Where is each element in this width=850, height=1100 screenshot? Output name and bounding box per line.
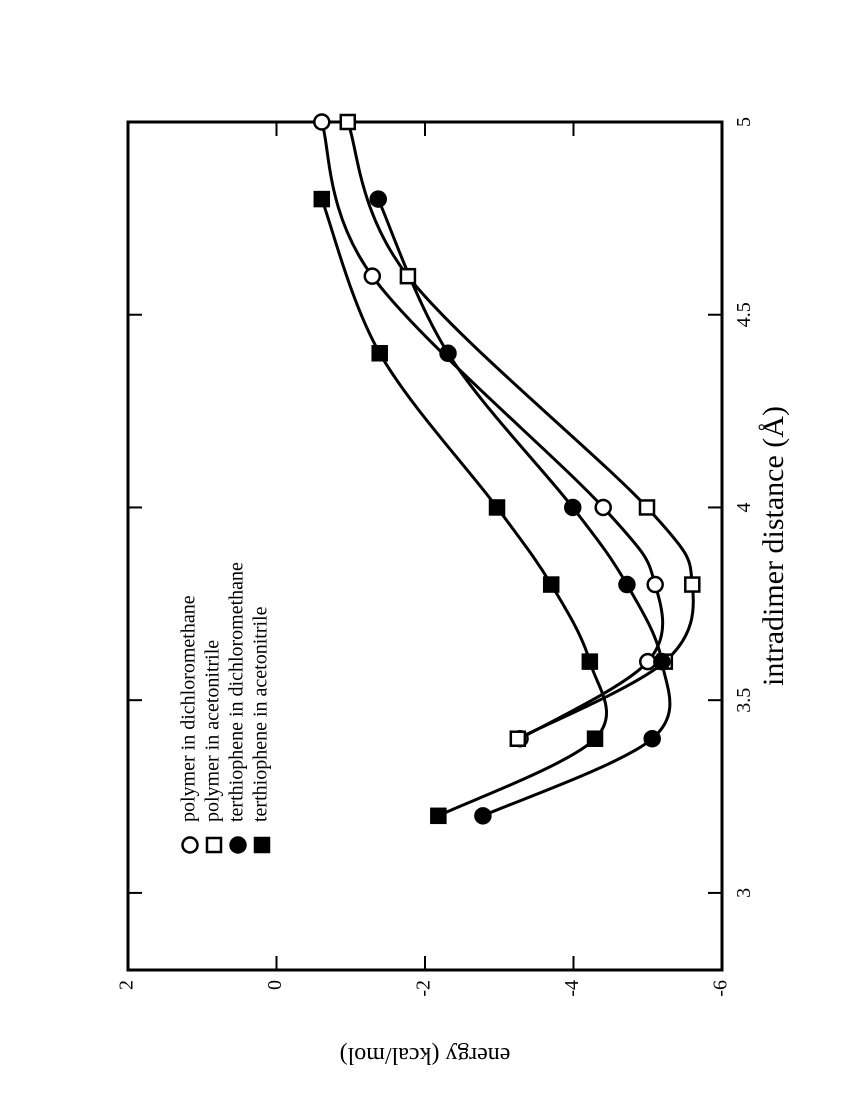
legend-marker xyxy=(205,836,223,854)
marker xyxy=(509,730,527,747)
y-tick-label: -2 xyxy=(413,980,435,997)
marker xyxy=(564,498,582,517)
y-tick-label: 0 xyxy=(264,980,286,990)
x-tick-label: 4.5 xyxy=(733,302,755,327)
marker xyxy=(594,498,612,517)
marker xyxy=(313,113,331,131)
marker xyxy=(488,499,506,516)
marker xyxy=(586,730,604,747)
marker xyxy=(653,652,671,671)
marker xyxy=(439,344,457,363)
legend-label: terthiophene in dichloromethane xyxy=(226,562,248,822)
series-line xyxy=(346,122,695,741)
marker xyxy=(618,575,636,594)
marker xyxy=(542,576,560,593)
x-tick-label: 3.5 xyxy=(733,688,755,713)
y-tick-label: 2 xyxy=(116,980,138,990)
y-axis-label: energy (kcal/mol) xyxy=(340,1042,511,1068)
marker xyxy=(313,190,331,208)
marker xyxy=(371,345,388,362)
legend-label: terthiophene in acetonitrile xyxy=(250,606,272,822)
x-tick-label: 5 xyxy=(733,117,755,127)
marker xyxy=(474,807,492,825)
x-tick-label: 3 xyxy=(733,888,755,898)
marker xyxy=(646,575,664,594)
legend-marker xyxy=(253,836,271,854)
legend-label: polymer in acetonitrile xyxy=(202,640,224,822)
lines xyxy=(320,122,695,818)
x-tick-label: 4 xyxy=(733,502,755,512)
legend-marker xyxy=(229,836,247,854)
y-tick-label: -4 xyxy=(561,980,583,997)
marker xyxy=(639,652,657,671)
marker xyxy=(581,653,599,670)
legend-marker xyxy=(181,836,199,854)
marker xyxy=(363,267,382,285)
legend-label: polymer in dichloromethane xyxy=(178,595,200,822)
plot: intradimer distance (Å) energy (kcal/mol… xyxy=(116,113,790,1068)
marker xyxy=(643,729,661,748)
marker xyxy=(638,499,656,516)
x-axis-label: intradimer distance (Å) xyxy=(757,406,790,686)
marker xyxy=(369,190,387,208)
y-tick-label: -6 xyxy=(710,980,732,997)
marker xyxy=(430,807,447,825)
marker xyxy=(399,267,417,285)
marker xyxy=(339,113,357,131)
series-line xyxy=(320,198,608,818)
marker xyxy=(684,576,701,593)
